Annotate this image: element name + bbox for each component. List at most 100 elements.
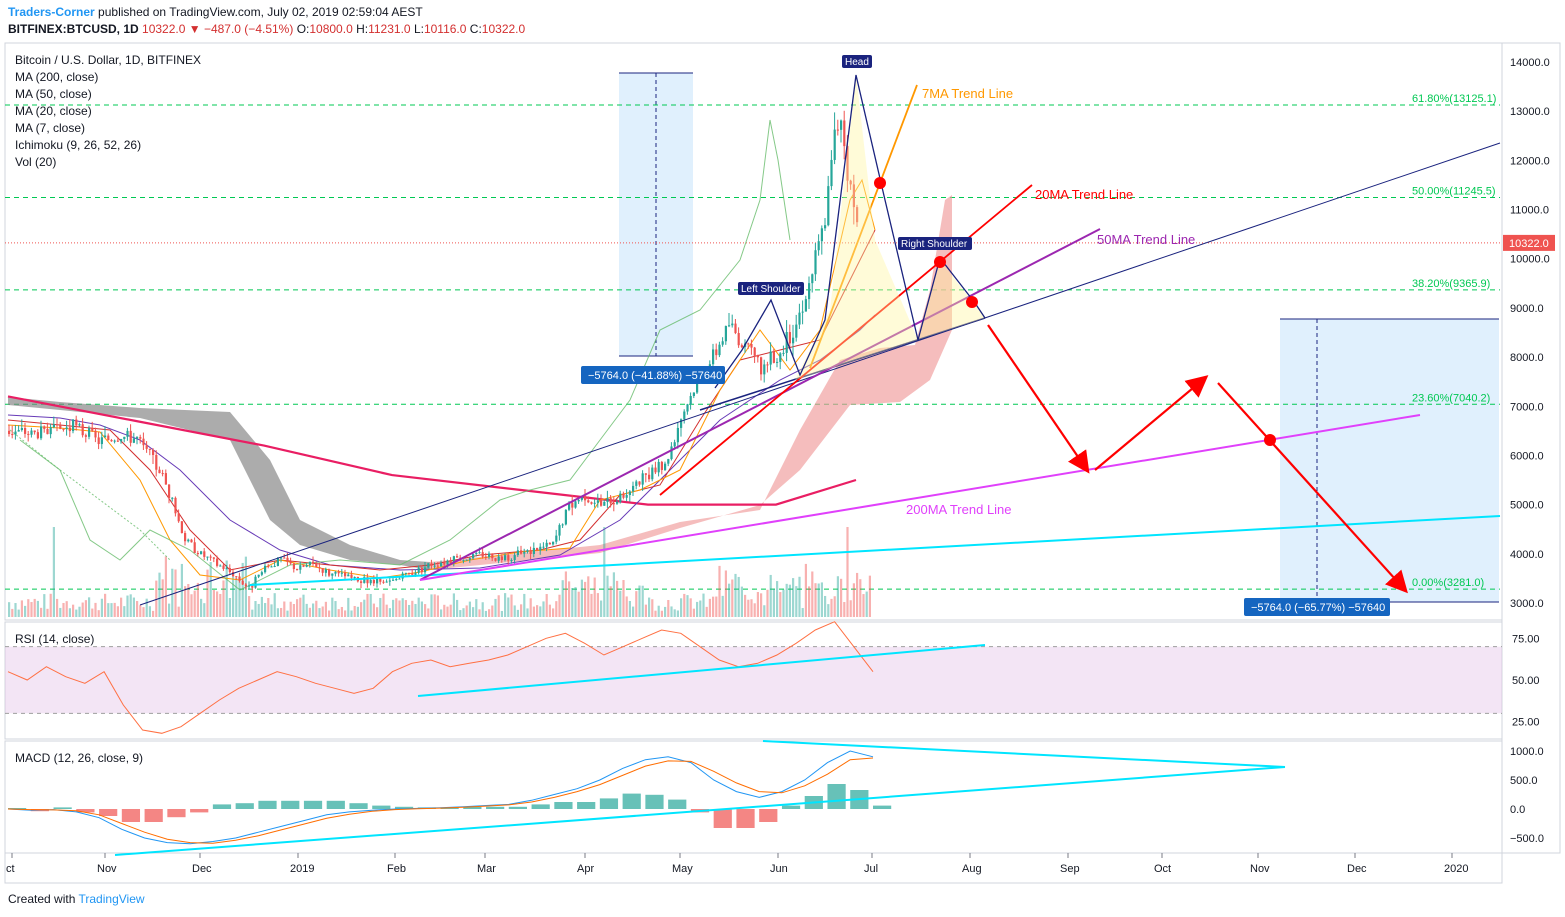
macd-histogram-bar [121,809,141,822]
volume-bar [324,601,327,617]
volume-bar [225,560,228,617]
indicator-legend: Vol (20) [15,155,56,169]
volume-bar [273,593,276,617]
candle-body [612,503,615,505]
fib-label: 61.80%(13125.1) [1412,93,1496,105]
candle-body [529,550,532,555]
volume-bar [846,527,849,617]
candle-body [737,333,740,346]
candle-body [180,521,183,534]
volume-bar [104,593,107,617]
volume-bar [843,602,846,617]
time-tick-label: Dec [1347,863,1367,875]
rsi-panel[interactable] [4,621,1503,740]
measure-box-2[interactable] [1280,319,1499,602]
volume-bar [75,609,78,617]
volume-bar [318,608,321,617]
candle-body [571,502,574,508]
volume-bar [747,599,750,617]
volume-bar [427,608,430,617]
macd-histogram-bar [394,806,414,809]
volume-bar [411,600,414,617]
time-tick-label: 2020 [1444,863,1468,875]
macd-histogram-bar [463,806,482,809]
candle-body [756,355,759,358]
macd-histogram-bar [531,804,550,809]
volume-bar [497,595,500,617]
volume-bar [817,583,820,617]
volume-bar [276,608,279,617]
candle-body [824,225,827,229]
candle-body [305,565,308,567]
macd-title: MACD (12, 26, close, 9) [15,751,143,765]
candle-body [420,567,423,573]
volume-bar [100,598,103,617]
volume-bar [340,606,343,617]
volume-bar [36,600,39,617]
candle-body [392,579,395,581]
volume-bar [868,575,871,617]
volume-bar [552,608,555,617]
time-axis[interactable] [4,852,1503,884]
indicator-legend: MA (200, close) [15,70,98,84]
candle-body [260,572,263,575]
volume-bar [689,598,692,617]
candle-body [286,557,289,562]
volume-bar [334,601,337,617]
tradingview-logo[interactable]: TradingView [78,892,145,906]
candle-body [574,501,577,508]
measure-2-label: −5764.0 (−65.77%) −57640 [1251,602,1385,614]
volume-bar [24,605,27,617]
candle-body [363,577,366,583]
candle-body [609,498,612,504]
volume-bar [376,607,379,617]
candle-body [801,311,804,313]
volume-bar [737,576,740,617]
volume-bar [372,603,375,617]
volume-bar [40,607,43,617]
volume-bar [321,606,324,617]
macd-panel[interactable] [4,740,1503,854]
volume-bar [84,600,87,617]
candle-body [792,337,795,344]
macd-histogram-bar [873,805,892,809]
candle-body [523,551,526,554]
ma7-trend-label: 7MA Trend Line [922,86,1013,101]
volume-bar [353,605,356,617]
price-tick-label: 11000.0 [1510,205,1549,217]
volume-bar [619,590,622,617]
volume-bar [814,583,817,617]
candle-body [446,560,449,565]
volume-bar [363,599,366,617]
candle-body [174,497,177,514]
price-panel[interactable] [4,42,1503,621]
macd-histogram-bar [349,803,368,809]
price-tick-label: 3000.0 [1510,598,1544,610]
candle-body [148,448,151,450]
candle-body [116,440,119,442]
volume-bar [382,593,385,617]
candle-body [712,349,715,365]
candle-body [184,533,187,542]
volume-bar [612,572,615,617]
volume-bar [465,605,468,617]
candle-body [603,501,606,506]
volume-bar [78,606,81,617]
volume-bar [568,581,571,617]
volume-bar [305,603,308,617]
candle-body [510,559,513,561]
volume-bar [424,604,427,617]
candle-body [468,558,471,560]
price-axis[interactable] [1501,42,1561,854]
volume-bar [865,591,868,617]
price-tick-label: 13000.0 [1510,106,1550,118]
volume-bar [436,595,439,617]
author-link[interactable]: Traders-Corner [8,5,95,19]
candle-body [542,546,545,548]
candle-body [308,561,311,566]
candle-body [766,364,769,366]
volume-bar [795,586,798,617]
ma50-trend-label: 50MA Trend Line [1097,232,1195,247]
volume-bar [158,572,161,617]
